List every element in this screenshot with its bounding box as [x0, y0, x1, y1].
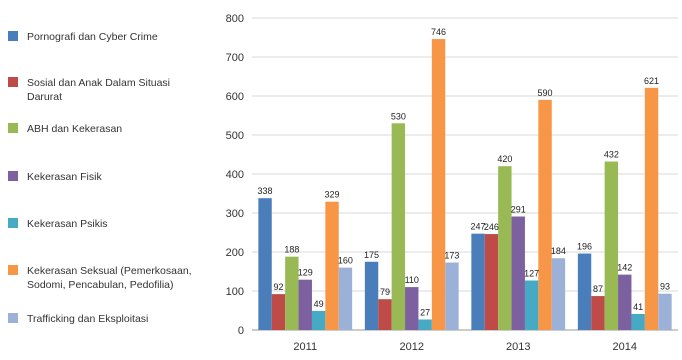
- data-label: 79: [380, 287, 390, 297]
- bar: [391, 123, 406, 330]
- bar: [658, 293, 672, 330]
- legend-label: Kekerasan Psikis: [27, 218, 108, 230]
- bar: [445, 262, 459, 330]
- bar: [591, 296, 605, 330]
- data-label: 110: [405, 275, 419, 285]
- y-tick-label: 700: [226, 52, 244, 64]
- data-label: 621: [644, 76, 659, 86]
- bar: [498, 166, 512, 330]
- bar: [364, 261, 379, 330]
- bar: [631, 314, 645, 330]
- legend-label: Kekerasan Seksual (Pemerkosaan, Sodomi, P…: [27, 265, 192, 291]
- x-tick-label: 2014: [613, 341, 637, 353]
- bar: [258, 198, 272, 330]
- data-label: 184: [551, 246, 566, 256]
- data-label: 142: [617, 263, 632, 273]
- y-tick-label: 300: [226, 208, 244, 220]
- bar: [644, 87, 659, 330]
- legend-label: ABH dan Kekerasan: [27, 123, 122, 135]
- data-label: 175: [364, 250, 379, 260]
- y-axis: 0 100 200 300 400 500 600 700 800: [226, 13, 244, 337]
- y-tick-label: 0: [238, 325, 244, 337]
- bar: [378, 299, 392, 330]
- bar: [484, 234, 499, 330]
- x-tick-label: 2011: [293, 341, 317, 353]
- bar: [604, 161, 619, 330]
- bar: [471, 233, 485, 330]
- x-tick-label: 2013: [506, 341, 530, 353]
- data-label: 338: [258, 186, 273, 196]
- data-label: 49: [314, 299, 324, 309]
- legend-swatch: [8, 31, 18, 41]
- data-labels: 338 92 188 129 49 329 160 175 79 530 110 27 746 173 24…: [258, 27, 670, 317]
- data-label: 173: [444, 251, 459, 261]
- x-axis: 2011 2012 2013 2014: [293, 341, 637, 353]
- x-tick-label: 2012: [400, 341, 424, 353]
- bar: [431, 39, 446, 331]
- bar: [325, 201, 339, 330]
- data-label: 247: [471, 222, 486, 232]
- legend-label: Trafficking dan Eksploitasi: [27, 313, 148, 325]
- bar: [418, 319, 432, 330]
- legend-swatch: [8, 171, 18, 181]
- data-label: 746: [431, 27, 446, 37]
- bar: [577, 253, 592, 330]
- bar: [538, 99, 552, 331]
- legend-label: Pornografi dan Cyber Crime: [27, 31, 158, 43]
- data-label: 432: [604, 150, 619, 160]
- bar: [405, 287, 419, 330]
- legend: Pornografi dan Cyber Crime Sosial dan Ana…: [8, 31, 192, 325]
- y-tick-label: 200: [226, 247, 244, 259]
- bar: [298, 279, 312, 330]
- legend-swatch: [8, 77, 18, 87]
- y-tick-label: 500: [226, 130, 244, 142]
- data-label: 530: [391, 111, 406, 121]
- legend-swatch: [8, 313, 18, 323]
- data-label: 329: [325, 190, 340, 200]
- y-tick-label: 400: [226, 169, 244, 181]
- bar: [271, 294, 286, 330]
- data-label: 127: [524, 268, 539, 278]
- data-label: 590: [538, 88, 553, 98]
- bar: [511, 216, 525, 330]
- data-label: 92: [273, 282, 283, 292]
- data-label: 41: [633, 302, 643, 312]
- data-label: 160: [338, 256, 353, 266]
- legend-swatch: [8, 265, 18, 275]
- bar: [551, 258, 566, 330]
- data-label: 196: [577, 242, 592, 252]
- data-label: 291: [511, 205, 526, 215]
- legend-label: Sosial dan Anak Dalam Situasi Darurat: [27, 77, 170, 103]
- data-label: 420: [497, 154, 512, 164]
- legend-swatch: [8, 123, 18, 133]
- bar: [618, 274, 632, 330]
- data-label: 188: [284, 245, 299, 255]
- data-label: 27: [420, 307, 430, 317]
- legend-swatch: [8, 218, 18, 228]
- bars: [258, 39, 672, 331]
- y-tick-label: 600: [226, 91, 244, 103]
- data-label: 87: [593, 284, 603, 294]
- legend-label: Kekerasan Fisik: [27, 171, 102, 183]
- bar: [311, 310, 326, 330]
- data-label: 246: [484, 222, 499, 232]
- data-label: 129: [298, 268, 313, 278]
- bar: [285, 256, 299, 330]
- y-tick-label: 100: [226, 286, 244, 298]
- data-label: 93: [660, 282, 670, 292]
- bar: [524, 280, 539, 330]
- y-tick-label: 800: [226, 13, 244, 25]
- bar: [338, 267, 353, 330]
